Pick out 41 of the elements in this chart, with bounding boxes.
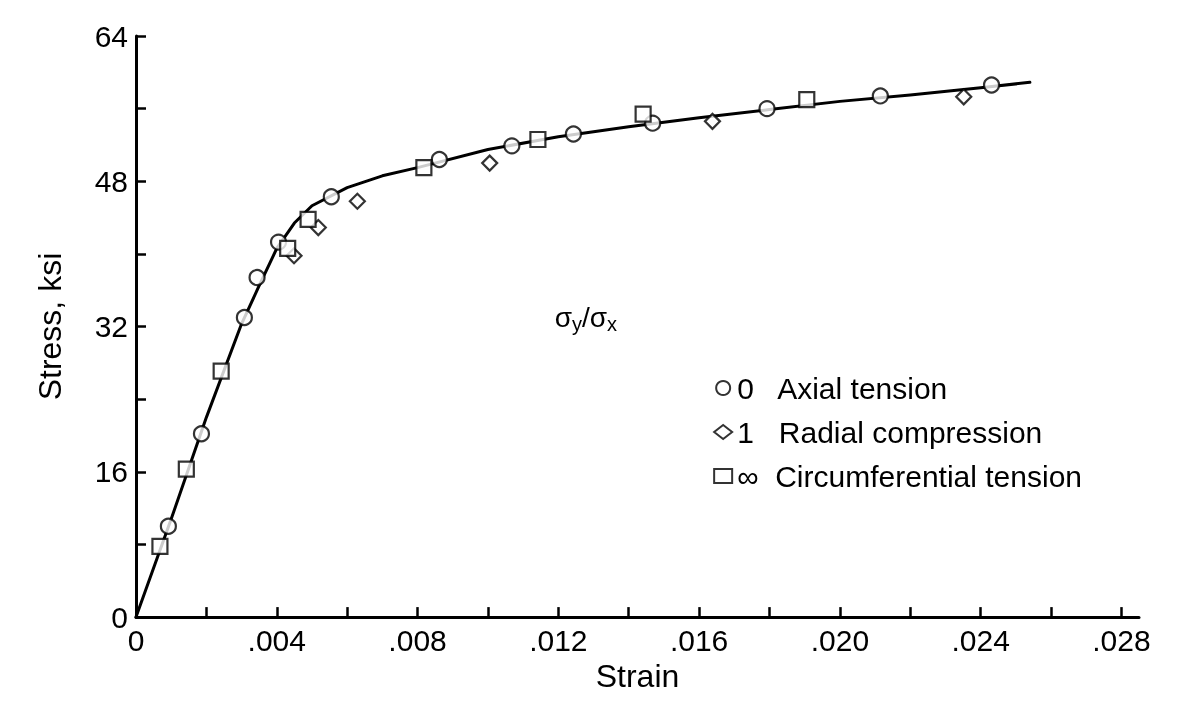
x-tick-label: .020 [810,623,870,657]
point [279,239,297,258]
point [299,210,317,229]
point [982,76,1001,94]
y-axis-title: Stress, ksi [32,252,68,401]
point [634,105,652,123]
point [177,460,195,478]
point [322,188,340,206]
point [564,125,583,143]
legend-label: ∞ Circumferential tension [737,459,1083,493]
x-tick-label: .012 [529,623,588,657]
point [758,100,776,118]
point [159,517,177,535]
point [955,88,973,106]
point [871,87,889,105]
point [529,130,547,149]
point [151,537,169,555]
x-tick-label: .028 [1092,623,1151,657]
point [192,425,211,443]
y-tick-label: 64 [94,19,128,53]
point [348,192,366,210]
x-tick-label: .008 [388,623,447,657]
y-tick-label: 16 [94,455,128,489]
legend-label: 0 Axial tension [737,371,948,405]
point [703,112,722,130]
point [430,150,448,169]
point [798,90,816,109]
x-tick-label: .016 [669,623,729,657]
y-tick-label: 0 [111,600,128,634]
y-tick-label: 48 [94,164,128,198]
point [481,154,499,172]
point [503,137,521,155]
legend-label: 1 Radial compression [737,415,1043,449]
point [235,308,253,327]
point [212,362,230,380]
y-tick-label: 32 [94,310,128,344]
point [415,159,433,177]
x-tick-label: .004 [247,623,306,657]
point [248,268,266,287]
x-axis-title: Strain [595,658,680,694]
x-tick-label: .024 [951,623,1010,657]
